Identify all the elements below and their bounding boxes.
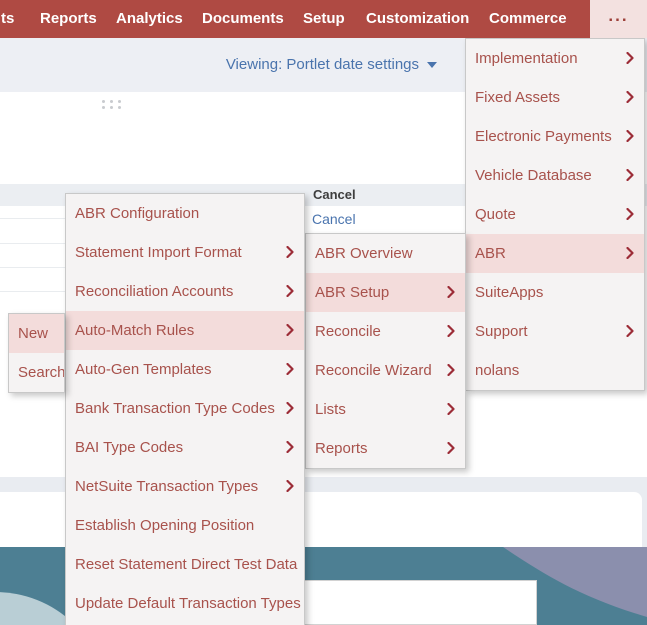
popup-cancel-label: Cancel xyxy=(313,187,356,202)
chevron-right-icon xyxy=(626,207,634,221)
nav-item-setup[interactable]: Setup xyxy=(303,10,345,27)
chevron-right-icon xyxy=(286,323,294,337)
popup-cancel-link[interactable]: Cancel xyxy=(312,211,356,227)
chevron-right-icon xyxy=(286,284,294,298)
menu-item-reset-statement-direct-test-data[interactable]: Reset Statement Direct Test Data xyxy=(75,556,298,573)
chevron-right-icon xyxy=(626,168,634,182)
top-navigation-bar: ts Reports Analytics Documents Setup Cus… xyxy=(0,0,647,38)
abr-setup-submenu: ABR Configuration Statement Import Forma… xyxy=(65,193,305,625)
menu-item-reconciliation-accounts[interactable]: Reconciliation Accounts xyxy=(66,272,304,311)
menu-item-bai-type-codes[interactable]: BAI Type Codes xyxy=(66,428,304,467)
nav-item-documents[interactable]: Documents xyxy=(202,10,284,27)
chevron-right-icon xyxy=(626,246,634,260)
abr-submenu: ABR Overview ABR Setup Reconcile Reconci… xyxy=(305,233,466,469)
chevron-right-icon xyxy=(626,129,634,143)
chevron-right-icon xyxy=(447,363,455,377)
menu-item-fixed-assets[interactable]: Fixed Assets xyxy=(466,78,644,117)
viewing-selector[interactable]: Viewing: Portlet date settings xyxy=(226,38,437,92)
menu-item-auto-gen-templates[interactable]: Auto-Gen Templates xyxy=(66,350,304,389)
auto-match-rules-submenu: New Search xyxy=(8,313,65,393)
portlet-drag-handle-icon[interactable] xyxy=(99,99,123,110)
nav-item-lists-truncated[interactable]: ts xyxy=(1,10,15,27)
nav-item-analytics[interactable]: Analytics xyxy=(116,10,183,27)
chevron-right-icon xyxy=(626,90,634,104)
menu-item-abr-setup[interactable]: ABR Setup xyxy=(306,273,465,312)
chevron-right-icon xyxy=(626,324,634,338)
caret-down-icon xyxy=(427,62,437,69)
menu-item-vehicle-database[interactable]: Vehicle Database xyxy=(466,156,644,195)
menu-item-abr-configuration[interactable]: ABR Configuration xyxy=(75,205,200,222)
overflow-menu: Implementation Fixed Assets Electronic P… xyxy=(465,38,645,391)
menu-item-search[interactable]: Search xyxy=(18,364,64,381)
menu-item-quote[interactable]: Quote xyxy=(466,195,644,234)
bottom-popup-card xyxy=(303,580,537,625)
viewing-label: Viewing: Portlet date settings xyxy=(225,56,419,73)
menu-item-implementation[interactable]: Implementation xyxy=(466,39,644,78)
menu-item-new[interactable]: New xyxy=(9,314,64,353)
menu-item-lists[interactable]: Lists xyxy=(306,390,465,429)
menu-item-abr[interactable]: ABR xyxy=(466,234,644,273)
nav-item-overflow[interactable]: ... xyxy=(590,0,647,38)
chevron-right-icon xyxy=(286,440,294,454)
chevron-right-icon xyxy=(286,479,294,493)
chevron-right-icon xyxy=(447,402,455,416)
menu-item-reconcile[interactable]: Reconcile xyxy=(306,312,465,351)
menu-item-auto-match-rules[interactable]: Auto-Match Rules xyxy=(66,311,304,350)
chevron-right-icon xyxy=(286,401,294,415)
menu-item-support[interactable]: Support xyxy=(466,312,644,351)
menu-item-reports[interactable]: Reports xyxy=(306,429,465,468)
chevron-right-icon xyxy=(286,245,294,259)
menu-item-establish-opening-position[interactable]: Establish Opening Position xyxy=(75,517,255,534)
chevron-right-icon xyxy=(286,362,294,376)
menu-item-netsuite-transaction-types[interactable]: NetSuite Transaction Types xyxy=(66,467,304,506)
nav-item-commerce[interactable]: Commerce xyxy=(489,10,567,27)
menu-item-bank-transaction-type-codes[interactable]: Bank Transaction Type Codes xyxy=(66,389,304,428)
nav-item-customization[interactable]: Customization xyxy=(366,10,470,27)
menu-item-electronic-payments[interactable]: Electronic Payments xyxy=(466,117,644,156)
menu-item-update-default-transaction-types[interactable]: Update Default Transaction Types xyxy=(75,595,301,612)
nav-item-reports[interactable]: Reports xyxy=(40,10,97,27)
chevron-right-icon xyxy=(447,324,455,338)
chevron-right-icon xyxy=(626,51,634,65)
chevron-right-icon xyxy=(447,441,455,455)
menu-item-statement-import-format[interactable]: Statement Import Format xyxy=(66,233,304,272)
menu-item-reconcile-wizard[interactable]: Reconcile Wizard xyxy=(306,351,465,390)
menu-item-abr-overview[interactable]: ABR Overview xyxy=(315,245,413,262)
menu-item-nolans[interactable]: nolans xyxy=(475,362,520,379)
menu-item-suiteapps[interactable]: SuiteApps xyxy=(475,284,544,301)
chevron-right-icon xyxy=(447,285,455,299)
